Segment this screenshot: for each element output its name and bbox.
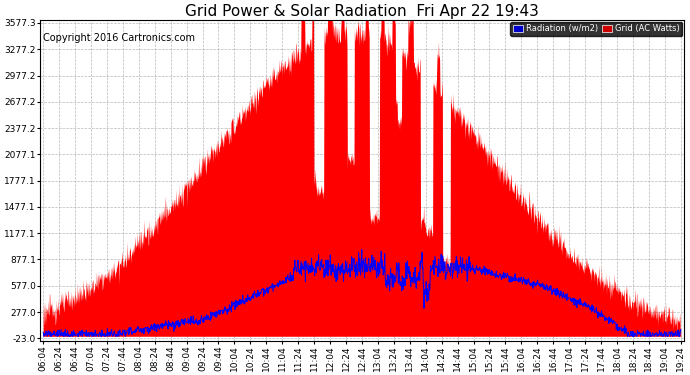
Title: Grid Power & Solar Radiation  Fri Apr 22 19:43: Grid Power & Solar Radiation Fri Apr 22 … (185, 4, 539, 19)
Legend: Radiation (w/m2), Grid (AC Watts): Radiation (w/m2), Grid (AC Watts) (511, 22, 682, 36)
Text: Copyright 2016 Cartronics.com: Copyright 2016 Cartronics.com (43, 33, 195, 43)
